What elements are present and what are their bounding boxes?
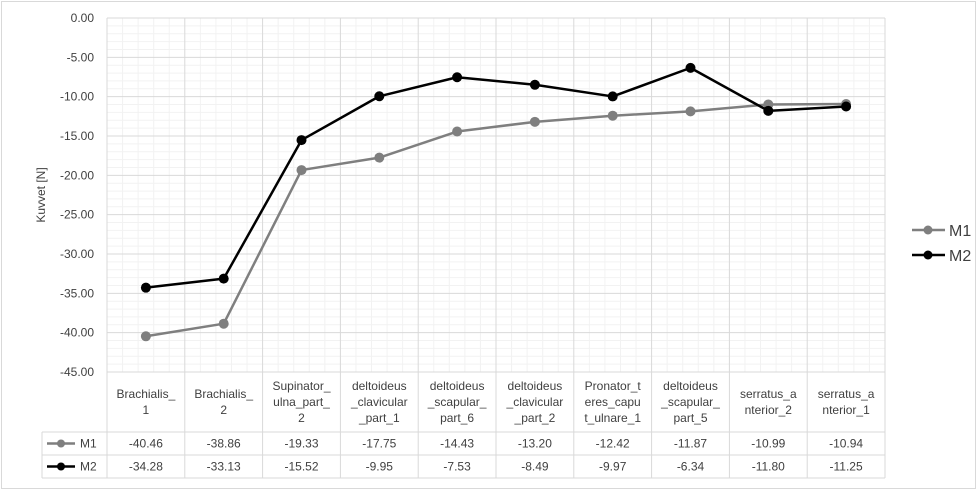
table-legend-key-marker <box>57 439 65 448</box>
x-category-label: ulna_part_ <box>273 395 330 409</box>
x-category-label: 1 <box>143 403 150 417</box>
series-point-m2 <box>607 91 618 102</box>
x-category-label: deltoideus <box>663 379 718 393</box>
legend-key-marker <box>923 225 933 235</box>
series-point-m2 <box>140 282 151 293</box>
y-tick-label: -25.00 <box>60 208 94 222</box>
x-category-label: _clavicular <box>350 395 408 409</box>
y-tick-label: -5.00 <box>67 50 95 64</box>
table-value: -10.94 <box>829 437 863 451</box>
legend-label: M1 <box>949 223 971 240</box>
table-value: -6.34 <box>677 460 705 474</box>
table-value: -15.52 <box>284 460 318 474</box>
legend-key-marker <box>923 250 933 260</box>
x-category-label: _part_1 <box>358 411 400 425</box>
series-point-m2 <box>763 105 774 116</box>
table-value: -40.46 <box>129 437 163 451</box>
table-value: -19.33 <box>284 437 318 451</box>
table-value: -11.87 <box>674 437 707 451</box>
series-point-m1 <box>296 165 307 176</box>
x-category-label: Supinator_ <box>272 379 330 393</box>
x-category-label: _scapular_ <box>427 395 487 409</box>
table-value: -13.20 <box>518 437 552 451</box>
table-value: -12.42 <box>596 437 630 451</box>
y-tick-label: 0.00 <box>71 11 95 25</box>
series-point-m1 <box>218 318 229 329</box>
series-point-m2 <box>218 273 229 284</box>
series-line-m1 <box>145 102 847 338</box>
table-value: -38.86 <box>207 437 241 451</box>
x-category-label: serratus_a <box>740 387 797 401</box>
x-category-label: deltoideus <box>352 379 407 393</box>
table-value: -9.95 <box>366 460 394 474</box>
series-point-m2 <box>685 62 696 73</box>
series-point-m2 <box>529 79 540 90</box>
x-category-label: 2 <box>220 403 227 417</box>
series-point-m1 <box>529 116 540 127</box>
x-category-label: t_ulnare_1 <box>584 411 641 425</box>
table-series-name: M2 <box>80 460 97 474</box>
legend-label: M2 <box>949 248 971 265</box>
series-point-m1 <box>374 152 385 163</box>
x-category-label: _part_2 <box>514 411 556 425</box>
table-value: -7.53 <box>443 460 471 474</box>
y-tick-label: -15.00 <box>60 129 94 143</box>
y-tick-label: -40.00 <box>60 326 94 340</box>
y-tick-label: -20.00 <box>60 168 94 182</box>
series-point-m2 <box>296 135 307 146</box>
x-category-label: nterior_2 <box>745 403 793 417</box>
table-legend-key-marker <box>57 462 65 471</box>
table-value: -17.75 <box>362 437 396 451</box>
y-tick-label: -10.00 <box>60 90 94 104</box>
table-value: -10.99 <box>751 437 785 451</box>
y-tick-label: -45.00 <box>60 365 94 379</box>
series-point-m1 <box>607 110 618 121</box>
x-category-label: Pronator_t <box>585 379 642 393</box>
x-category-label: Brachialis_ <box>194 387 253 401</box>
x-category-label: part_5 <box>673 411 707 425</box>
y-axis-title: Kuvvet [N] <box>34 167 48 222</box>
series-point-m1 <box>452 126 463 137</box>
x-category-label: eres_capu <box>585 395 641 409</box>
table-value: -9.97 <box>599 460 627 474</box>
series-point-m1 <box>685 106 696 117</box>
series-point-m2 <box>374 91 385 102</box>
table-value: -33.13 <box>207 460 241 474</box>
y-tick-label: -30.00 <box>60 247 94 261</box>
table-value: -11.80 <box>752 460 785 474</box>
x-category-label: _scapular_ <box>660 395 720 409</box>
x-category-label: deltoideus <box>508 379 563 393</box>
x-category-label: Brachialis_ <box>117 387 176 401</box>
x-category-label: 2 <box>298 411 305 425</box>
series-point-m2 <box>841 101 852 112</box>
series-point-m1 <box>140 331 151 342</box>
series-point-m2 <box>452 72 463 83</box>
table-value: -14.43 <box>440 437 474 451</box>
table-value: -34.28 <box>129 460 163 474</box>
series-line-m2 <box>145 66 847 289</box>
y-tick-label: -35.00 <box>60 286 94 300</box>
x-category-label: _clavicular <box>506 395 564 409</box>
x-category-label: part_6 <box>440 411 474 425</box>
x-category-label: serratus_a <box>818 387 875 401</box>
table-series-name: M1 <box>80 437 97 451</box>
x-category-label: deltoideus <box>430 379 485 393</box>
table-value: -8.49 <box>521 460 549 474</box>
table-value: -11.25 <box>830 460 863 474</box>
x-category-label: nterior_1 <box>822 403 870 417</box>
